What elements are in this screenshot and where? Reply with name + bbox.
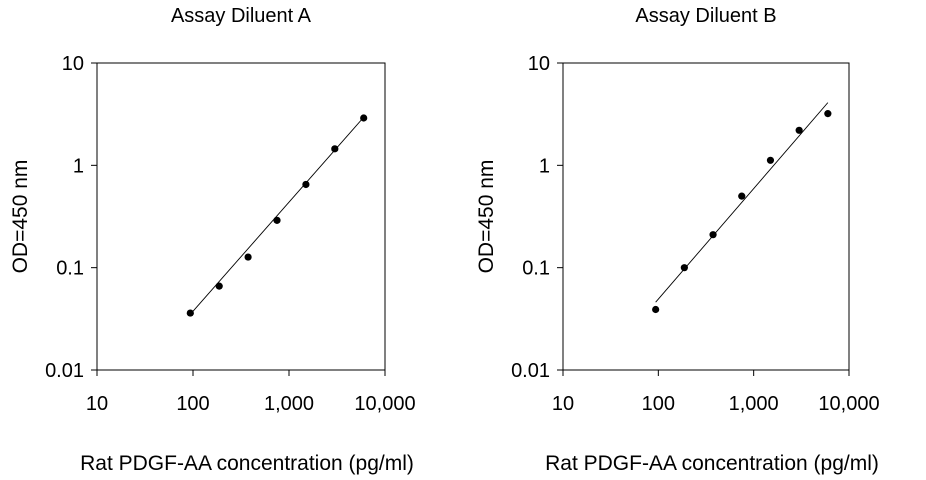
chart-title: Assay Diluent B xyxy=(635,5,776,27)
data-point xyxy=(331,145,339,153)
data-point xyxy=(215,282,223,290)
y-tick-label: 0.01 xyxy=(45,360,84,382)
x-axis-label: Rat PDGF-AA concentration (pg/ml) xyxy=(80,452,414,475)
data-point xyxy=(766,156,775,164)
y-tick-label: 0.1 xyxy=(56,258,84,280)
fit-line xyxy=(655,102,829,303)
chart-panel-1: Assay Diluent A 10 100 1,000 10,000 0.01 0.1 1 1… xyxy=(9,5,416,475)
plot-frame xyxy=(562,62,850,371)
data-point xyxy=(273,216,281,224)
plot-frame xyxy=(96,62,386,371)
x-tick-label: 10,000 xyxy=(818,393,879,415)
data-point xyxy=(652,305,660,314)
y-tick-label: 1 xyxy=(539,155,550,177)
y-tick-label: 1 xyxy=(73,155,84,177)
x-tick-label: 1,000 xyxy=(264,393,314,415)
x-tick-label: 100 xyxy=(642,393,675,415)
x-tick-label: 10 xyxy=(552,393,574,415)
x-tick-label: 10 xyxy=(86,393,108,415)
data-point xyxy=(186,309,194,317)
data-point xyxy=(244,253,252,261)
x-tick-label: 1,000 xyxy=(729,393,779,415)
data-point xyxy=(795,126,803,134)
y-tick-label: 10 xyxy=(62,53,84,75)
y-tick-label: 0.01 xyxy=(511,360,550,382)
data-point xyxy=(680,264,688,272)
y-tick-label: 10 xyxy=(528,53,550,75)
chart-title: Assay Diluent A xyxy=(171,5,312,27)
y-tick-label: 0.1 xyxy=(522,258,550,280)
x-tick-label: 10,000 xyxy=(354,393,415,415)
y-axis-label: OD=450 nm xyxy=(475,160,498,274)
data-point xyxy=(824,110,832,118)
data-point xyxy=(302,180,310,189)
y-axis-label: OD=450 nm xyxy=(9,160,32,274)
data-point xyxy=(738,192,746,200)
chart-panel-2: Assay Diluent B 10 100 1,000 10,000 0.01 0.1 1 1… xyxy=(475,5,880,475)
data-point xyxy=(360,114,368,122)
x-axis-label: Rat PDGF-AA concentration (pg/ml) xyxy=(545,452,879,475)
data-point xyxy=(709,231,717,239)
x-tick-label: 100 xyxy=(176,393,209,415)
